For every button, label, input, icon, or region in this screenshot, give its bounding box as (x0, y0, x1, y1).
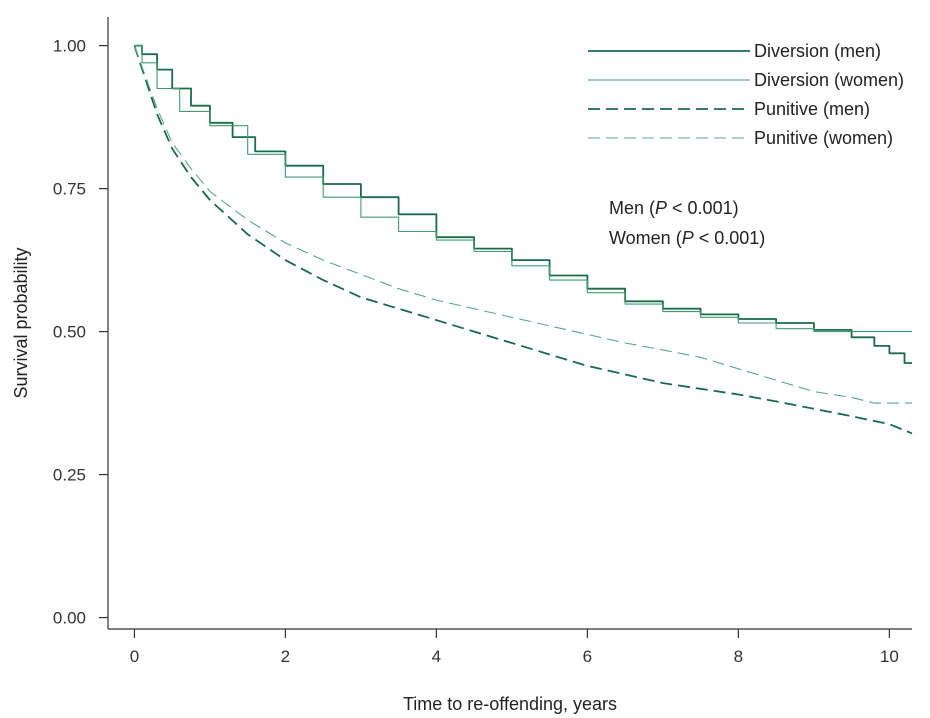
x-tick-label: 10 (880, 647, 899, 666)
x-tick-label: 4 (432, 647, 441, 666)
x-tick-label: 2 (281, 647, 290, 666)
y-tick-label: 0.00 (53, 609, 86, 628)
series-line-2 (134, 45, 912, 333)
series-line-3 (133, 45, 913, 435)
y-tick-label: 0.50 (53, 323, 86, 342)
series-lines (133, 44, 913, 435)
x-tick-label: 6 (583, 647, 592, 666)
legend: Diversion (men) Diversion (women) Punitive… (588, 41, 904, 148)
y-ticks: 0.00 0.25 0.50 0.75 1.00 (53, 37, 108, 628)
y-tick-label: 0.25 (53, 466, 86, 485)
y-tick-label: 1.00 (53, 37, 86, 56)
legend-label: Diversion (men) (754, 41, 881, 61)
x-tick-label: 8 (734, 647, 743, 666)
axes: 0 2 4 6 8 10 0.00 0.25 0.50 0.75 1.00 (53, 17, 912, 666)
annotations: Men (P < 0.001) Women (P < 0.001) (609, 198, 765, 248)
x-ticks: 0 2 4 6 8 10 (130, 629, 899, 666)
p-value-annotation: Men (P < 0.001) (609, 198, 739, 218)
series-line-4 (133, 45, 912, 404)
y-axis-title: Survival probability (11, 247, 31, 398)
series-line-1 (134, 44, 912, 364)
legend-label: Diversion (women) (754, 70, 904, 90)
x-tick-label: 0 (130, 647, 139, 666)
x-axis-title: Time to re-offending, years (403, 694, 617, 714)
legend-label: Punitive (men) (754, 99, 870, 119)
y-tick-label: 0.75 (53, 180, 86, 199)
p-value-annotation: Women (P < 0.001) (609, 228, 765, 248)
legend-label: Punitive (women) (754, 128, 893, 148)
